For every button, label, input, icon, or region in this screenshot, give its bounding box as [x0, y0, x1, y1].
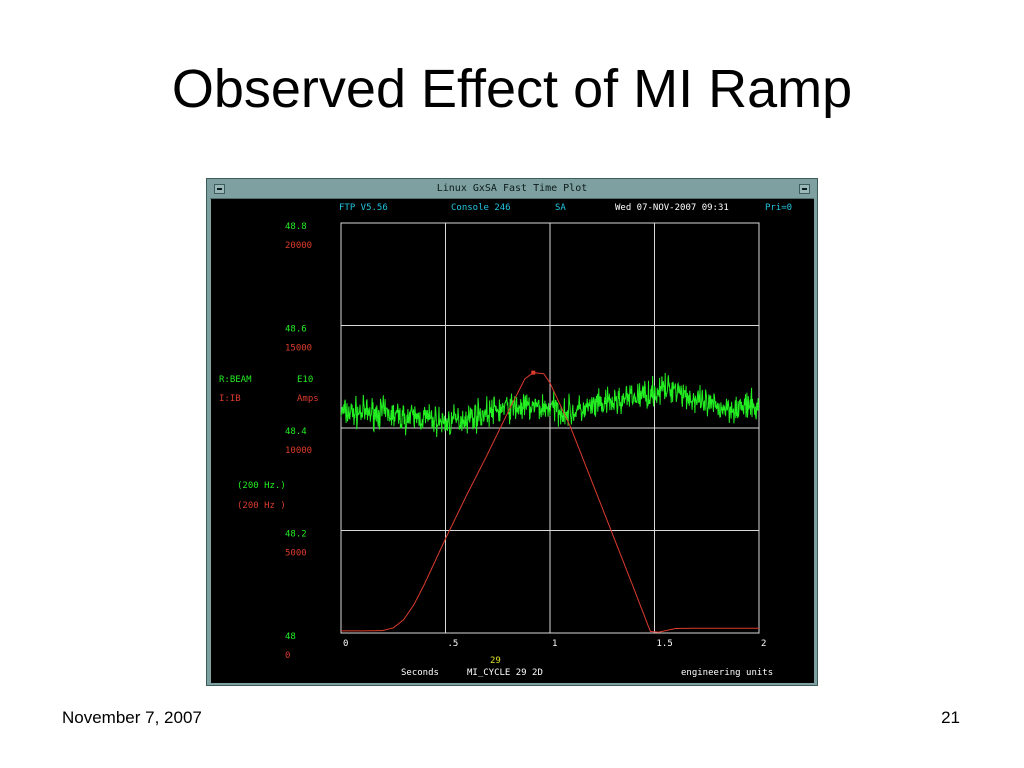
- red-rate-label: (200 Hz ): [237, 501, 286, 511]
- y-tick-label-green: 48: [285, 632, 296, 642]
- program-version: FTP V5.56: [339, 203, 388, 213]
- y-tick-labels: 48.8 20000 48.6 15000 48.4 10000 48.2 5000 48 0: [285, 222, 312, 661]
- window-close-button[interactable]: [799, 184, 810, 194]
- event-label: MI_CYCLE 29 2D: [467, 668, 543, 678]
- y-tick-label-green: 48.6: [285, 325, 307, 335]
- x-tick-label: 1.5: [657, 639, 673, 649]
- y-tick-label-red: 0: [285, 651, 290, 661]
- series-line-r-beam: [340, 372, 760, 438]
- units-mode-label[interactable]: engineering units: [681, 668, 773, 678]
- x-tick-label: 0: [343, 639, 348, 649]
- plot-screen: FTP V5.56 Console 246 SA Wed 07-NOV-2007…: [211, 199, 814, 683]
- y-tick-label-red: 5000: [285, 549, 307, 559]
- cursor-marker: [531, 370, 536, 375]
- close-icon: [802, 188, 807, 190]
- minus-icon: [217, 188, 222, 190]
- red-device-label[interactable]: I:IB: [219, 394, 241, 404]
- window-titlebar[interactable]: Linux GxSA Fast Time Plot: [210, 182, 814, 199]
- footer-date: November 7, 2007: [62, 708, 202, 727]
- fast-time-plot-window: Linux GxSA Fast Time Plot FTP V5.56 Cons…: [206, 178, 818, 686]
- x-axis-units: Seconds: [401, 668, 439, 678]
- green-device-label[interactable]: R:BEAM: [219, 375, 252, 385]
- x-tick-labels: 0 .5 1 1.5 2: [343, 639, 766, 649]
- x-tick-label: 1: [552, 639, 557, 649]
- event-value: 29: [490, 656, 501, 666]
- y-tick-label-green: 48.2: [285, 530, 307, 540]
- fast-time-plot: FTP V5.56 Console 246 SA Wed 07-NOV-2007…: [219, 203, 792, 678]
- y-tick-label-red: 10000: [285, 446, 312, 456]
- node-label: SA: [555, 203, 566, 213]
- green-units-label: E10: [297, 375, 313, 385]
- x-tick-label: 2: [761, 639, 766, 649]
- y-tick-label-green: 48.8: [285, 222, 307, 232]
- slide-title: Observed Effect of MI Ramp: [171, 59, 853, 119]
- red-units-label: Amps: [297, 394, 319, 404]
- plot-traces: [340, 370, 760, 633]
- page-number: 21: [941, 708, 960, 727]
- series-line-i-ib: [341, 372, 759, 633]
- console-label: Console 246: [451, 203, 511, 213]
- y-tick-label-green: 48.4: [285, 427, 307, 437]
- priority-label: Pri=0: [765, 203, 792, 213]
- y-tick-label-red: 15000: [285, 344, 312, 354]
- window-menu-button[interactable]: [214, 184, 225, 194]
- x-tick-label: .5: [448, 639, 459, 649]
- window-title: Linux GxSA Fast Time Plot: [436, 183, 588, 194]
- timestamp: Wed 07-NOV-2007 09:31: [615, 203, 729, 213]
- y-tick-label-red: 20000: [285, 241, 312, 251]
- green-rate-label: (200 Hz.): [237, 481, 286, 491]
- plot-grid: [340, 222, 760, 634]
